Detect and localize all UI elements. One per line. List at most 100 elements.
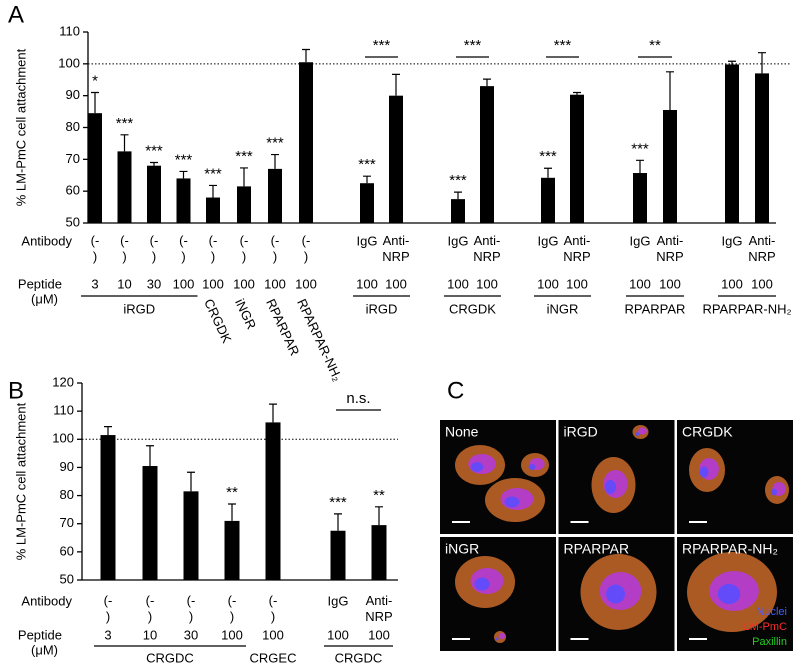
antibody-label: Antibody: [21, 593, 72, 608]
antibody-label: (-): [209, 233, 218, 264]
antibody-label: IgG: [630, 233, 651, 248]
antibody-label: (-): [228, 593, 237, 624]
peptide-label: Peptide: [18, 276, 62, 291]
group-label: iNGR: [232, 296, 259, 331]
tile-label: iNGR: [445, 541, 479, 557]
bar: [147, 165, 161, 223]
peptide-label: Peptide: [18, 627, 62, 642]
peptide-value: 3: [104, 627, 111, 642]
bar: [117, 151, 132, 223]
peptide-value: 100: [629, 276, 651, 291]
significance-label: ***: [539, 148, 557, 165]
nucleus: [606, 584, 625, 604]
bar: [265, 422, 281, 580]
image-tile: iNGR: [440, 537, 556, 651]
legend-entry: Paxillin: [752, 636, 787, 648]
nucleus: [717, 584, 741, 604]
peptide-value: 100: [566, 276, 588, 291]
tile-label: iRGD: [564, 424, 598, 440]
significance-label: ***: [116, 115, 134, 132]
nucleus: [504, 496, 520, 508]
y-tick-label: 100: [52, 431, 74, 446]
peptide-value: 100: [221, 627, 243, 642]
group-label: CRGDK: [449, 301, 496, 316]
peptide-unit: (μM): [31, 291, 58, 306]
significance-label: ***: [235, 148, 253, 165]
error-bar: [454, 191, 462, 200]
peptide-value: 100: [537, 276, 559, 291]
antibody-label: IgG: [722, 233, 743, 248]
antibody-label: (-): [120, 233, 129, 264]
legend-entry: LM-PmC: [744, 621, 787, 633]
image-tile: iRGD: [558, 420, 675, 534]
bar: [480, 86, 494, 223]
antibody-label: (-): [146, 593, 155, 624]
error-bar: [146, 445, 154, 467]
antibody-label: Anti-NRP: [473, 233, 500, 264]
comparison-label: ***: [464, 37, 482, 54]
y-axis-label: % LM-PmC cell attachment: [13, 402, 28, 560]
antibody-label: (-): [179, 233, 188, 264]
y-tick-label: 80: [66, 119, 80, 134]
image-tile: CRGDK: [677, 420, 793, 534]
nucleus: [635, 432, 640, 436]
group-label: RPARPAR-NH₂: [702, 301, 791, 316]
group-label: CRGDC: [146, 650, 194, 665]
error-bar: [209, 184, 217, 198]
antibody-label: (-): [269, 593, 278, 624]
antibody-label: IgG: [538, 233, 559, 248]
antibody-label: IgG: [357, 233, 378, 248]
error-bar: [758, 52, 766, 74]
peptide-value: 100: [233, 276, 255, 291]
error-bar: [334, 513, 342, 531]
error-bar: [271, 153, 279, 169]
y-axis-label: % LM-PmC cell attachment: [13, 48, 28, 206]
y-tick-label: 110: [53, 403, 74, 418]
significance-label: ***: [329, 494, 347, 511]
error-bar: [187, 471, 195, 492]
significance-label: ***: [449, 172, 467, 189]
antibody-label: (-): [150, 233, 159, 264]
significance-label: ***: [266, 135, 284, 152]
panel-letter: A: [8, 1, 24, 28]
significance-label: ***: [145, 142, 163, 159]
y-tick-label: 90: [60, 459, 74, 474]
bar: [389, 95, 403, 223]
comparison-label: **: [649, 37, 661, 54]
error-bar: [636, 159, 644, 174]
peptide-value: 100: [385, 276, 407, 291]
antibody-label: (-): [91, 233, 100, 264]
error-bar: [269, 403, 277, 423]
antibody-label: Anti-NRP: [748, 233, 775, 264]
legend-entry: Nuclei: [756, 606, 787, 618]
panel-letter: C: [447, 377, 464, 404]
nucleus: [771, 488, 777, 496]
antibody-label: Anti-NRP: [382, 233, 409, 264]
bar: [755, 73, 769, 223]
error-bar: [302, 48, 310, 63]
bar: [541, 177, 555, 223]
nucleus: [495, 637, 499, 641]
peptide-value: 100: [476, 276, 498, 291]
group-label: iRGD: [123, 301, 155, 316]
bar: [570, 94, 584, 223]
comparison-label: ***: [554, 37, 572, 54]
bar: [183, 491, 199, 580]
bar: [299, 62, 313, 223]
group-label: RPARPAR: [625, 301, 686, 316]
peptide-value: 100: [295, 276, 317, 291]
image-tile: None: [440, 420, 556, 534]
cell-nucleus: [638, 427, 647, 435]
bar: [176, 178, 191, 223]
antibody-label: (-): [240, 233, 249, 264]
error-bar: [179, 170, 188, 179]
peptide-value: 100: [751, 276, 773, 291]
y-tick-label: 50: [66, 214, 80, 229]
peptide-unit: (μM): [31, 642, 58, 657]
peptide-value: 100: [264, 276, 286, 291]
antibody-label: Anti-NRP: [563, 233, 590, 264]
bar: [237, 186, 251, 223]
bar: [224, 520, 240, 580]
peptide-value: 100: [447, 276, 469, 291]
